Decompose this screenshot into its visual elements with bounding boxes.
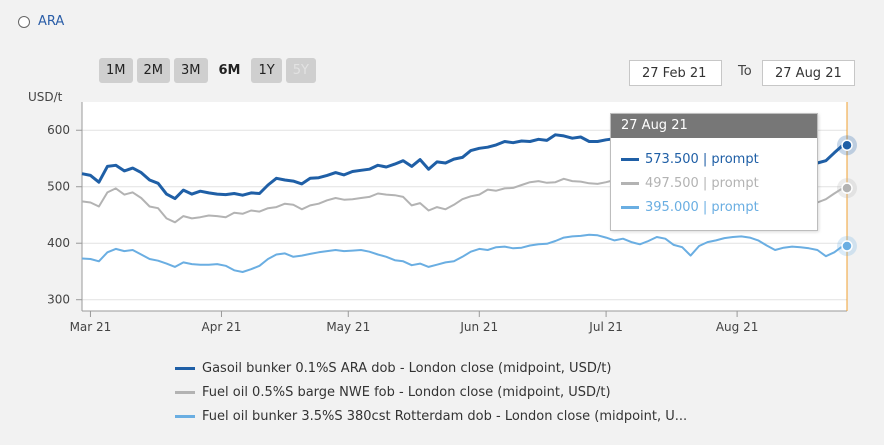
- range-button-6m[interactable]: 6M: [218, 63, 241, 78]
- chart-tooltip: 27 Aug 21 573.500 | prompt 497.500 | pro…: [610, 113, 818, 231]
- tooltip-suffix: | prompt: [702, 175, 759, 191]
- legend-item-fueloil-05[interactable]: Fuel oil 0.5%S barge NWE fob - London cl…: [175, 380, 687, 404]
- tooltip-value: 497.500: [645, 175, 699, 191]
- x-tick-label: Apr 21: [202, 320, 242, 334]
- legend-item-gasoil[interactable]: Gasoil bunker 0.1%S ARA dob - London clo…: [175, 356, 687, 380]
- tooltip-row-fueloil-35: 395.000 | prompt: [611, 195, 817, 219]
- range-button-1m[interactable]: 1M: [99, 58, 133, 83]
- range-button-2m[interactable]: 2M: [136, 58, 170, 83]
- tooltip-row-fueloil-05: 497.500 | prompt: [611, 171, 817, 195]
- region-label: ARA: [38, 14, 65, 29]
- tooltip-suffix: | prompt: [702, 199, 759, 215]
- y-tick-label: 400: [47, 236, 70, 250]
- y-tick-label: 600: [47, 123, 70, 137]
- radio-circle[interactable]: [18, 15, 30, 28]
- range-button-1y[interactable]: 1Y: [251, 58, 282, 83]
- y-tick-label: 300: [47, 293, 70, 307]
- hover-point-0: [841, 139, 853, 151]
- tooltip-date: 27 Aug 21: [611, 114, 817, 138]
- chart-legend: Gasoil bunker 0.1%S ARA dob - London clo…: [175, 356, 687, 428]
- legend-label: Gasoil bunker 0.1%S ARA dob - London clo…: [202, 360, 612, 376]
- tooltip-value: 573.500: [645, 151, 699, 167]
- tooltip-suffix: | prompt: [702, 151, 759, 167]
- x-tick-label: Aug 21: [716, 320, 759, 334]
- tooltip-value: 395.000: [645, 199, 699, 215]
- region-radio-ara[interactable]: ARA: [18, 14, 64, 29]
- legend-item-fueloil-35[interactable]: Fuel oil bunker 3.5%S 380cst Rotterdam d…: [175, 404, 687, 428]
- x-tick-label: May 21: [326, 320, 370, 334]
- legend-swatch: [175, 414, 195, 418]
- to-date-input[interactable]: 27 Aug 21: [762, 60, 855, 86]
- legend-swatch: [175, 390, 195, 394]
- range-button-3m[interactable]: 3M: [174, 58, 208, 83]
- to-label: To: [738, 64, 752, 79]
- range-selector: 1M 2M 3M 6M 1Y 5Y: [99, 58, 316, 83]
- x-tick-label: Jun 21: [459, 320, 498, 334]
- y-tick-label: 500: [47, 180, 70, 194]
- range-button-5y: 5Y: [285, 58, 316, 83]
- legend-label: Fuel oil 0.5%S barge NWE fob - London cl…: [202, 384, 611, 400]
- x-tick-label: Mar 21: [70, 320, 112, 334]
- legend-label: Fuel oil bunker 3.5%S 380cst Rotterdam d…: [202, 408, 688, 424]
- legend-swatch: [175, 366, 195, 370]
- x-tick-label: Jul 21: [588, 320, 623, 334]
- tooltip-row-gasoil: 573.500 | prompt: [611, 147, 817, 171]
- hover-point-2: [841, 240, 853, 252]
- y-axis-label: USD/t: [28, 90, 63, 104]
- hover-point-1: [841, 182, 853, 194]
- tooltip-swatch: [621, 157, 639, 161]
- series-line-2: [81, 233, 844, 273]
- tooltip-swatch: [621, 181, 639, 185]
- tooltip-swatch: [621, 205, 639, 209]
- from-date-input[interactable]: 27 Feb 21: [629, 60, 722, 86]
